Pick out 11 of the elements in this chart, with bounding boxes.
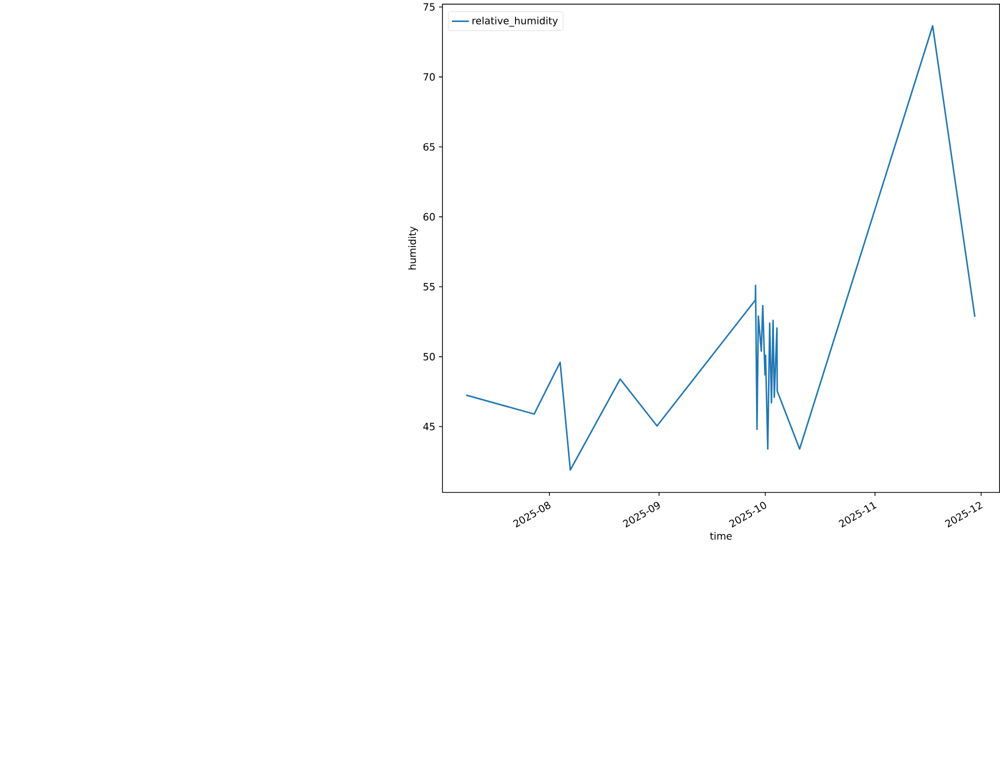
y-tick-label: 65 (423, 143, 435, 151)
y-tick-label: 50 (424, 352, 435, 360)
legend-label: relative_humidity (472, 16, 558, 27)
x-axis-title: time (710, 532, 732, 540)
y-tick-label: 60 (423, 212, 435, 221)
line-series (465, 25, 976, 471)
y-tick-label: 75 (424, 3, 435, 11)
y-tick-label: 55 (424, 283, 435, 290)
y-tick-label: 45 (423, 422, 435, 430)
y-axis-title: humidity (408, 226, 418, 270)
y-tick-label: 70 (424, 73, 435, 81)
